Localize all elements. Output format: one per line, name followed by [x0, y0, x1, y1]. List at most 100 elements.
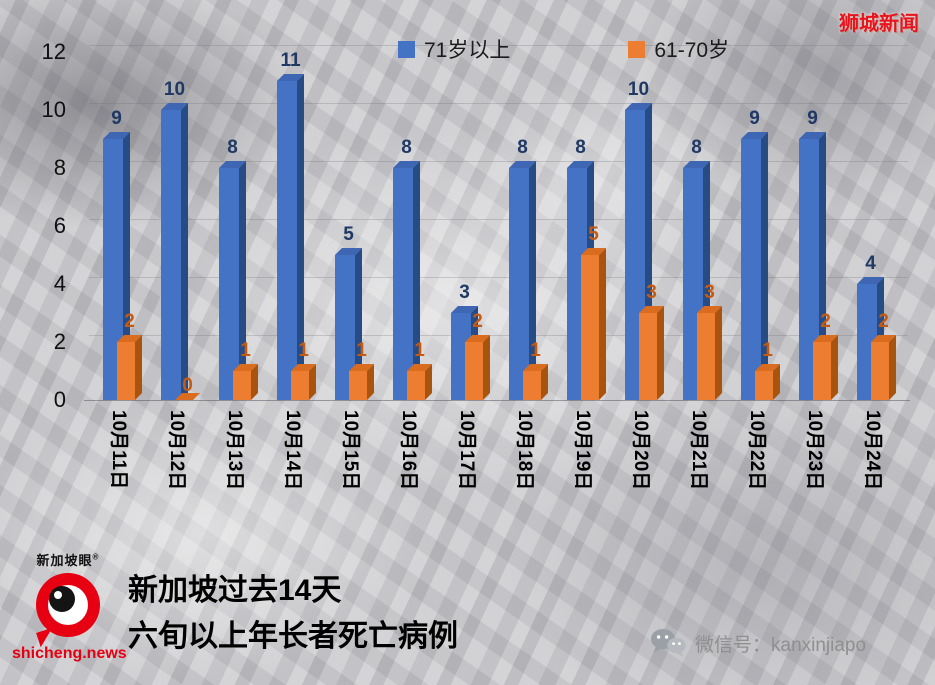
data-label: 5 — [343, 224, 354, 245]
gridline — [89, 45, 908, 46]
bar-front-face — [161, 110, 181, 400]
bar-series2-10月23日 — [813, 335, 838, 400]
x-axis-label: 10月19日 — [572, 410, 593, 491]
data-label: 2 — [820, 311, 831, 332]
data-label: 8 — [691, 137, 702, 158]
bar-side-face — [541, 364, 548, 400]
x-axis-label: 10月22日 — [746, 410, 767, 491]
bar-series1-10月13日 — [219, 161, 246, 400]
bar-front-face — [349, 371, 367, 400]
bar-series2-10月18日 — [523, 364, 548, 400]
bar-series2-10月19日 — [581, 248, 606, 400]
bar-side-face — [773, 364, 780, 400]
bar-side-face — [425, 364, 432, 400]
bar-front-face — [393, 168, 413, 400]
gridline — [89, 219, 908, 220]
x-axis-label: 10月20日 — [630, 410, 651, 491]
data-label: 1 — [298, 340, 309, 361]
x-axis-line — [84, 400, 910, 401]
x-axis-label: 10月12日 — [166, 410, 187, 491]
gridline — [89, 335, 908, 336]
bar-front-face — [277, 81, 297, 400]
data-label: 1 — [414, 340, 425, 361]
data-label: 5 — [588, 224, 599, 245]
bar-series1-10月15日 — [335, 248, 362, 400]
data-label: 1 — [762, 340, 773, 361]
bar-series2-10月15日 — [349, 364, 374, 400]
data-label: 1 — [356, 340, 367, 361]
y-axis-tick: 4 — [53, 271, 66, 296]
x-axis-label: 10月11日 — [108, 410, 129, 490]
data-label: 9 — [807, 108, 818, 129]
data-label: 8 — [401, 137, 412, 158]
data-label: 1 — [240, 340, 251, 361]
bar-series2-10月16日 — [407, 364, 432, 400]
bar-side-face — [251, 364, 258, 400]
bar-series1-10月16日 — [393, 161, 420, 400]
bar-series2-10月24日 — [871, 335, 896, 400]
brand-logo-name: 新加坡眼® — [12, 550, 124, 569]
bar-front-face — [813, 342, 831, 400]
y-axis-tick: 2 — [53, 329, 66, 354]
bar-front-face — [117, 342, 135, 400]
bar-front-face — [755, 371, 773, 400]
registered-mark: ® — [92, 552, 100, 562]
bar-front-face — [639, 313, 657, 400]
eye-logo-glint — [54, 591, 62, 599]
bar-front-face — [799, 139, 819, 400]
bar-series1-10月22日 — [741, 132, 768, 400]
data-label: 9 — [111, 108, 122, 129]
bar-side-face — [657, 306, 664, 400]
bar-side-face — [483, 335, 490, 400]
x-axis-label: 10月24日 — [862, 410, 883, 491]
legend-item-61-70: 61-70岁 — [628, 34, 729, 64]
eye-logo-pupil — [49, 586, 75, 612]
chart-title: 新加坡过去14天 六旬以上年长者死亡病例 — [128, 568, 458, 660]
bar-side-face — [889, 335, 896, 400]
bar-front-face — [871, 342, 889, 400]
bar-series2-10月13日 — [233, 364, 258, 400]
eye-logo-icon — [36, 573, 100, 648]
bar-series1-10月23日 — [799, 132, 826, 400]
y-axis-tick: 0 — [53, 387, 66, 412]
data-label: 8 — [517, 137, 528, 158]
bar-series2-10月20日 — [639, 306, 664, 400]
x-axis-label: 10月18日 — [514, 410, 535, 491]
x-axis-label: 10月13日 — [224, 410, 245, 491]
data-label: 3 — [459, 282, 470, 303]
brand-logo-name-text: 新加坡眼 — [36, 553, 93, 568]
y-axis-tick: 8 — [53, 155, 66, 180]
bar-front-face — [407, 371, 425, 400]
gridline — [89, 277, 908, 278]
legend-item-71plus: 71岁以上 — [398, 34, 510, 64]
bar-front-face — [509, 168, 529, 400]
data-label: 2 — [472, 311, 483, 332]
bar-series1-10月11日 — [103, 132, 130, 400]
data-label: 8 — [227, 137, 238, 158]
gridline — [89, 103, 908, 104]
data-label: 4 — [865, 253, 876, 274]
x-axis-label: 10月17日 — [456, 410, 477, 491]
watermark-text: 狮城新闻 — [839, 13, 919, 35]
wechat-id-text: 微信号：kanxinjiapo — [695, 634, 867, 656]
data-label: 8 — [575, 137, 586, 158]
data-label: 3 — [704, 282, 715, 303]
data-label: 10 — [163, 79, 186, 100]
data-label: 2 — [124, 311, 135, 332]
bar-side-face — [599, 248, 606, 400]
brand-logo-block: 新加坡眼® shicheng.news — [12, 550, 127, 663]
bar-front-face — [335, 255, 355, 400]
bar-front-face — [741, 139, 761, 400]
bar-front-face — [523, 371, 541, 400]
data-label: 1 — [530, 340, 541, 361]
legend-swatch-orange — [628, 40, 646, 58]
data-label: 9 — [749, 108, 760, 129]
bar-series1-10月14日 — [277, 74, 304, 400]
bar-front-face — [465, 342, 483, 400]
bar-side-face — [181, 103, 188, 400]
x-axis-label: 10月15日 — [340, 410, 361, 491]
chart-legend: 71岁以上 61-70岁 — [398, 34, 729, 64]
chart-title-line2: 六旬以上年长者死亡病例 — [128, 620, 458, 653]
bar-side-face — [367, 364, 374, 400]
